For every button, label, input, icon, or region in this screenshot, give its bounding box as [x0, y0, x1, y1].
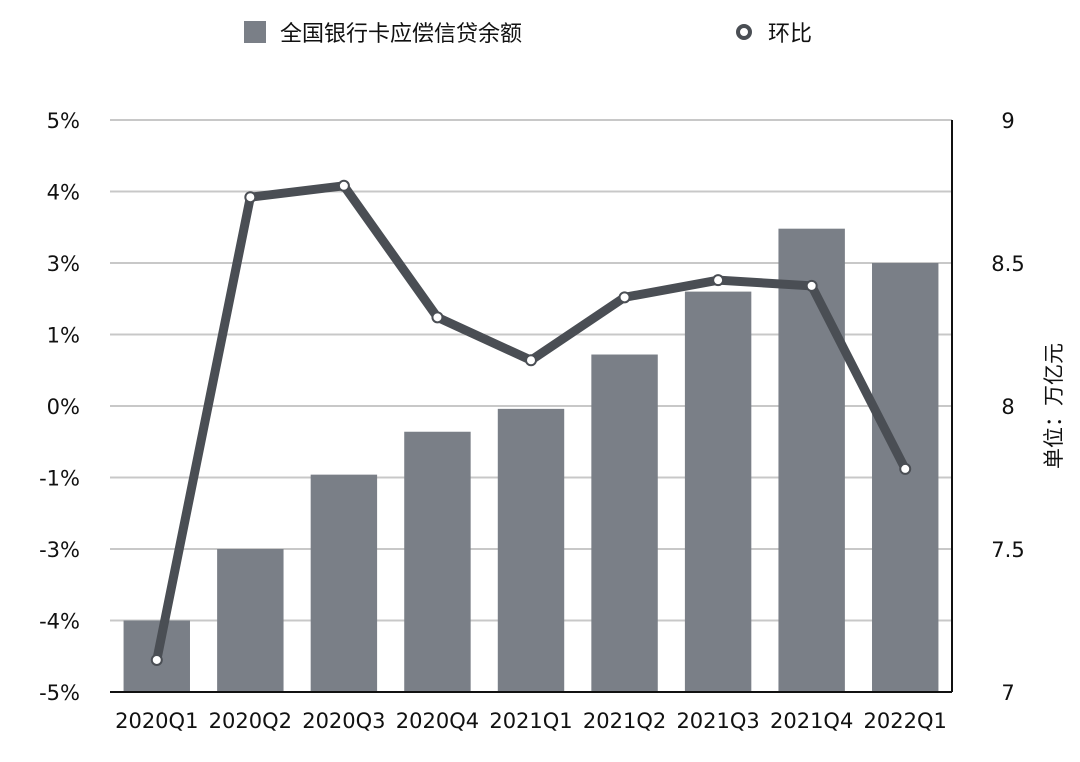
- line-point: [150, 653, 163, 666]
- x-tick-label: 2020Q1: [115, 709, 198, 733]
- axes: [110, 120, 953, 693]
- bar: [310, 474, 378, 692]
- line-series: [150, 179, 912, 666]
- line-point: [712, 274, 725, 287]
- line-point: [805, 279, 818, 292]
- line-point: [337, 179, 350, 192]
- bar-series: [123, 228, 939, 692]
- left-tick-label: -4%: [39, 610, 80, 634]
- x-tick-label: 2020Q2: [209, 709, 292, 733]
- bar: [217, 549, 284, 692]
- x-tick-label: 2021Q3: [676, 709, 759, 733]
- legend-label-qoq: 环比: [768, 22, 813, 47]
- left-tick-label: -1%: [39, 467, 80, 491]
- legend-item-balance: 全国银行卡应偿信贷余额: [244, 14, 522, 50]
- left-tick-label: 1%: [47, 324, 80, 348]
- x-tick-label: 2021Q4: [770, 709, 853, 733]
- right-axis-label: 单位：万亿元: [1042, 343, 1066, 469]
- left-tick-label: 0%: [47, 395, 80, 419]
- x-tick-label: 2022Q1: [864, 709, 947, 733]
- right-tick-label: 9: [1001, 109, 1014, 133]
- bar: [497, 408, 565, 692]
- line-point: [899, 462, 912, 475]
- legend-line-marker-icon: [736, 24, 752, 40]
- left-tick-label: 5%: [47, 109, 80, 133]
- line-point: [618, 291, 631, 304]
- line-point: [525, 354, 537, 367]
- bar: [778, 228, 845, 692]
- bar: [404, 431, 471, 692]
- line-point: [244, 191, 257, 204]
- bar: [591, 354, 658, 692]
- right-tick-label: 7.5: [991, 538, 1024, 562]
- x-tick-label: 2020Q4: [396, 709, 479, 733]
- legend-label-balance: 全国银行卡应偿信贷余额: [280, 22, 523, 47]
- left-tick-label: 3%: [47, 252, 80, 276]
- left-tick-label: -5%: [39, 681, 80, 705]
- tick-labels: -5% -4% -3% -1% 0% 1% 3% 4% 5% 7 7.5 8 8.5 9 2020Q1 202…: [39, 109, 1025, 733]
- legend-item-qoq: 环比: [734, 14, 812, 50]
- left-tick-label: 4%: [47, 181, 80, 205]
- bar: [872, 263, 939, 692]
- bar: [684, 291, 752, 692]
- x-tick-label: 2020Q3: [302, 709, 385, 733]
- x-tick-label: 2021Q1: [489, 709, 572, 733]
- legend-bar-swatch: [244, 21, 266, 43]
- right-tick-label: 8: [1001, 395, 1014, 419]
- x-tick-label: 2021Q2: [583, 709, 666, 733]
- line-point: [431, 311, 444, 324]
- left-tick-label: -3%: [39, 538, 80, 562]
- right-tick-label: 8.5: [991, 252, 1024, 276]
- right-tick-label: 7: [1001, 681, 1014, 705]
